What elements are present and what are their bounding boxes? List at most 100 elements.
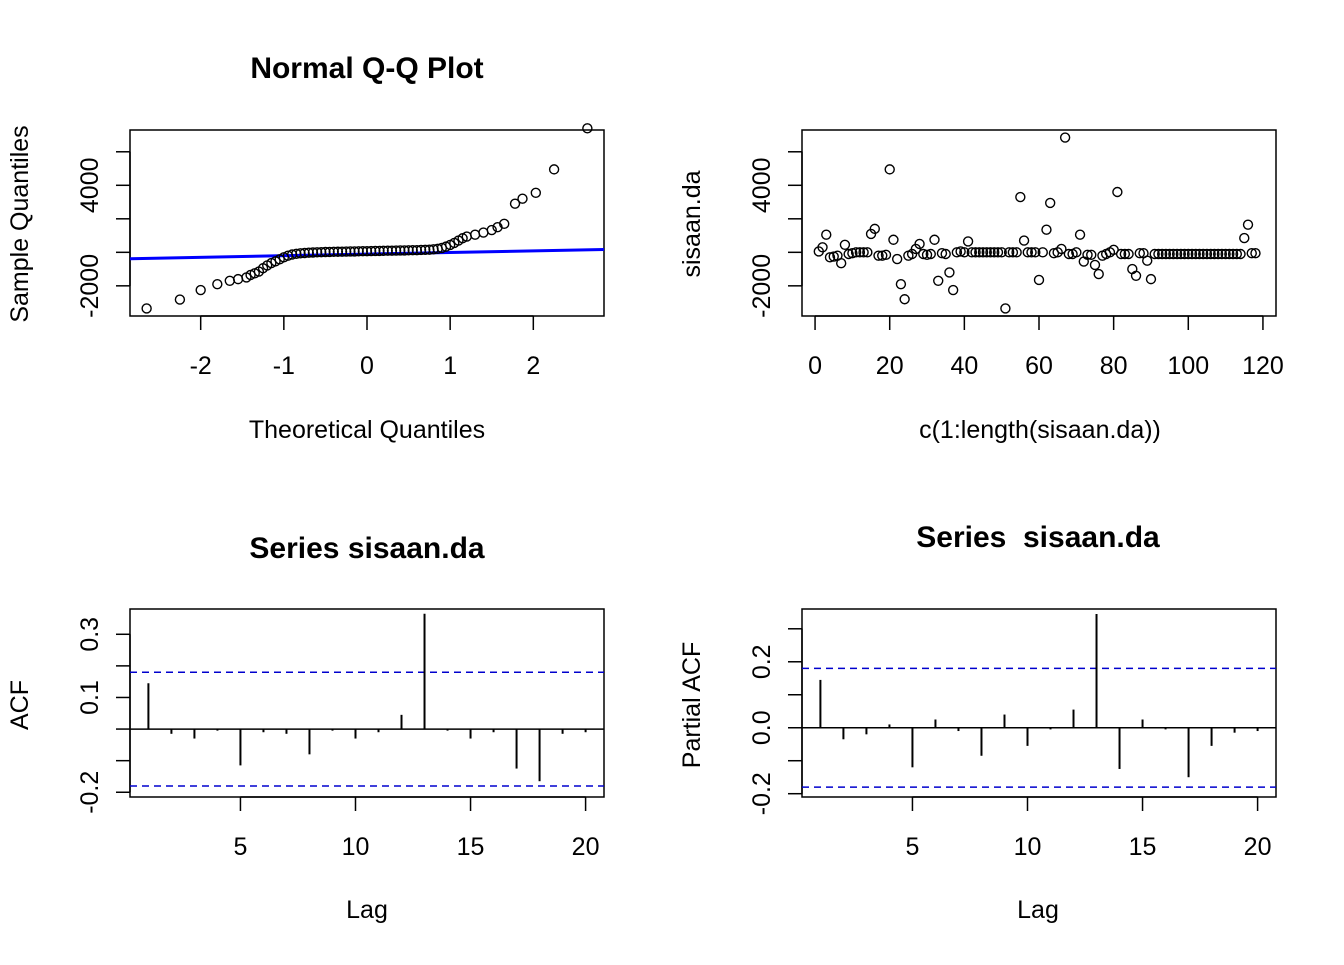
index-x-tick-label: 120 [1242,352,1284,380]
index-scatter-point [1246,247,1257,259]
index-scatter-point [1164,248,1175,260]
index-scatter-point [1026,247,1037,258]
index-scatter-point [1123,248,1134,260]
index-scatter-point [839,239,851,250]
index-scatter-point [1115,248,1127,260]
index-scatter-point [835,258,847,269]
acf-x-tick-label: 20 [572,833,600,861]
index-scatter-point [1231,248,1243,260]
qq-point [548,164,560,175]
index-scatter-point [977,247,989,258]
qq-y-tick-label: -2000 [76,254,104,318]
acf-x-label: Lag [346,896,388,924]
index-scatter-point [918,248,929,260]
acf-y-label: ACF [6,680,34,730]
index-scatter-point [850,247,862,258]
index-x-tick-label: 20 [876,352,904,380]
index-scatter-y-label: sisaan.da [678,170,706,277]
acf-y-tick-label: -0.2 [76,771,104,814]
index-scatter-point [869,223,880,235]
index-scatter-point [1044,197,1056,209]
index-scatter-point [884,164,895,175]
index-scatter-point [1000,303,1011,314]
acf-plot-frame [129,608,605,798]
index-scatter-point [854,247,866,258]
qq-point [517,193,528,204]
qq-plot-frame [129,129,605,317]
index-scatter-point [858,247,869,258]
index-scatter-point [1216,248,1228,260]
index-scatter-point [895,278,907,290]
acf-title: Series sisaan.da [249,532,484,565]
pacf-x-tick-label: 5 [905,833,919,861]
index-scatter-point [843,248,854,260]
acf-y-tick-label: 0.3 [76,617,104,652]
qq-plot-x-label: Theoretical Quantiles [249,416,485,444]
index-scatter-point [1018,235,1030,246]
index-scatter-point [1074,229,1086,240]
index-scatter-point [1089,259,1101,271]
index-scatter-point [962,236,974,247]
index-scatter-point [899,294,910,305]
index-scatter-point [959,247,970,258]
index-scatter-point [1082,249,1093,261]
qq-point [486,224,497,236]
qq-point [212,278,223,290]
index-scatter-point [1190,248,1201,260]
index-scatter-point [940,248,951,260]
pacf-x-label: Lag [1017,896,1059,924]
qq-x-tick-label: 2 [526,352,540,380]
index-scatter-point [947,284,959,296]
acf-x-tick-label: 5 [233,833,247,861]
qq-y-tick-label: 4000 [76,157,104,213]
index-scatter-point [925,248,936,260]
index-scatter-point [1134,247,1145,259]
index-scatter-point [992,247,1004,258]
index-scatter-x-label: c(1:length(sisaan.da)) [919,416,1161,444]
qq-point [582,123,593,134]
pacf-x-tick-label: 15 [1129,833,1157,861]
index-scatter-point [1119,248,1131,260]
index-scatter-point [1033,274,1045,286]
index-y-tick-label: 4000 [748,157,776,213]
index-scatter-point [1242,219,1254,230]
index-scatter-point [1086,249,1097,261]
qq-point [530,187,542,199]
pacf-y-tick-label: 0.0 [748,710,776,745]
pacf-y-label: Partial ACF [678,642,706,768]
index-scatter-point [1071,247,1082,258]
qq-plot-y-label: Sample Quantiles [6,125,34,322]
index-scatter-point [1112,186,1123,198]
index-scatter-point [955,246,966,257]
index-scatter-point [996,247,1007,258]
index-scatter-point [1168,248,1179,260]
index-scatter-point [888,234,899,245]
index-scatter-point [1130,270,1142,281]
acf-y-tick-label: 0.1 [76,680,104,715]
index-scatter-point [981,247,992,258]
index-scatter-point [1015,191,1026,203]
index-scatter-point [1198,248,1209,260]
index-scatter-point [974,247,985,258]
index-scatter-point [1235,248,1246,260]
qq-point [492,221,503,233]
index-x-tick-label: 80 [1100,352,1128,380]
index-scatter-point [1142,255,1153,266]
index-scatter-point [1205,248,1216,260]
index-scatter-point [1183,248,1194,260]
pacf-panel: Series sisaan.da Lag Partial ACF 5 10 15 20… [678,521,1277,924]
index-scatter-point [1227,248,1239,260]
index-scatter-point [966,247,978,258]
index-scatter-point [1063,248,1075,260]
index-scatter-point [1156,248,1168,260]
acf-x-tick-label: 10 [342,833,370,861]
index-scatter-point [1250,247,1261,259]
index-scatter-point [821,229,832,240]
index-scatter-point [1022,247,1034,258]
qq-point [499,218,510,230]
index-scatter-point [1007,247,1019,258]
acf-x-tick-label: 15 [457,833,485,861]
index-scatter-point [1093,268,1104,280]
index-scatter-point [1194,248,1205,260]
